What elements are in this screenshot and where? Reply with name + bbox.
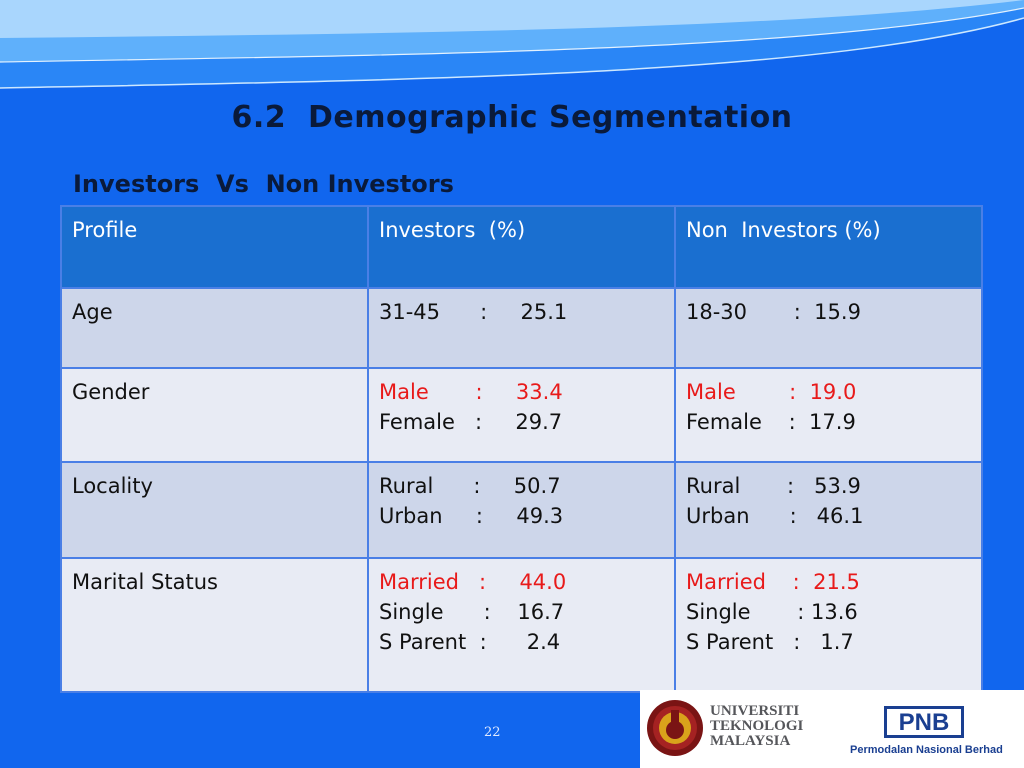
page-number: 22 xyxy=(484,725,501,740)
investors-cell: 31-45 : 25.1 xyxy=(367,287,676,369)
pnb-logo-name: Permodalan Nasional Berhad xyxy=(850,744,1003,756)
value-line: 18-30 : 15.9 xyxy=(686,300,861,324)
investors-cell: Rural : 50.7 Urban : 49.3 xyxy=(367,461,676,559)
value-line: Female : 17.9 xyxy=(686,410,856,434)
value-line: Single : 13.6 xyxy=(686,600,858,624)
table-row: Locality Rural : 50.7 Urban : 49.3 Rural : … xyxy=(60,461,983,559)
table-row: Marital Status Married : 44.0 Single : 16.… xyxy=(60,557,983,693)
profile-cell: Gender xyxy=(60,367,369,463)
non-investors-cell: Male : 19.0 Female : 17.9 xyxy=(674,367,983,463)
value-line: Male : 19.0 xyxy=(686,380,857,404)
pnb-logo: PNB xyxy=(884,706,964,738)
demographic-table: Profile Investors (%) Non Investors (%) … xyxy=(60,205,983,693)
header-profile: Profile xyxy=(60,205,369,289)
table-body: Age 31-45 : 25.1 18-30 : 15.9 Gender Male : … xyxy=(60,287,983,693)
value-line: Urban : 49.3 xyxy=(379,504,564,528)
value-line: Rural : 50.7 xyxy=(379,474,561,498)
slide-title: 6.2 Demographic Segmentation xyxy=(231,100,793,135)
value-line: S Parent : 2.4 xyxy=(379,630,561,654)
profile-cell: Marital Status xyxy=(60,557,369,693)
logo-strip: UNIVERSITI TEKNOLOGI MALAYSIA PNB Permod… xyxy=(640,690,1024,768)
non-investors-cell: Married : 21.5 Single : 13.6 S Parent : 1.… xyxy=(674,557,983,693)
profile-cell: Age xyxy=(60,287,369,369)
investors-cell: Married : 44.0 Single : 16.7 S Parent : 2.… xyxy=(367,557,676,693)
value-line: 31-45 : 25.1 xyxy=(379,300,568,324)
value-line: Rural : 53.9 xyxy=(686,474,861,498)
header-wave-decoration xyxy=(0,0,1024,89)
utm-logo-text: UNIVERSITI TEKNOLOGI MALAYSIA xyxy=(710,703,804,749)
slide-subtitle: Investors Vs Non Investors xyxy=(73,170,454,198)
value-line: S Parent : 1.7 xyxy=(686,630,854,654)
header-non-investors: Non Investors (%) xyxy=(674,205,983,289)
value-line: Urban : 46.1 xyxy=(686,504,864,528)
header-investors: Investors (%) xyxy=(367,205,676,289)
investors-cell: Male : 33.4 Female : 29.7 xyxy=(367,367,676,463)
value-line: Married : 44.0 xyxy=(379,570,567,594)
non-investors-cell: Rural : 53.9 Urban : 46.1 xyxy=(674,461,983,559)
value-line: Married : 21.5 xyxy=(686,570,860,594)
value-line: Male : 33.4 xyxy=(379,380,563,404)
value-line: Single : 16.7 xyxy=(379,600,565,624)
profile-cell: Locality xyxy=(60,461,369,559)
utm-seal-icon xyxy=(647,700,703,756)
table-header-row: Profile Investors (%) Non Investors (%) xyxy=(60,205,983,289)
value-line: Female : 29.7 xyxy=(379,410,563,434)
table-row: Age 31-45 : 25.1 18-30 : 15.9 xyxy=(60,287,983,369)
non-investors-cell: 18-30 : 15.9 xyxy=(674,287,983,369)
table-row: Gender Male : 33.4 Female : 29.7 Male : 19.… xyxy=(60,367,983,463)
